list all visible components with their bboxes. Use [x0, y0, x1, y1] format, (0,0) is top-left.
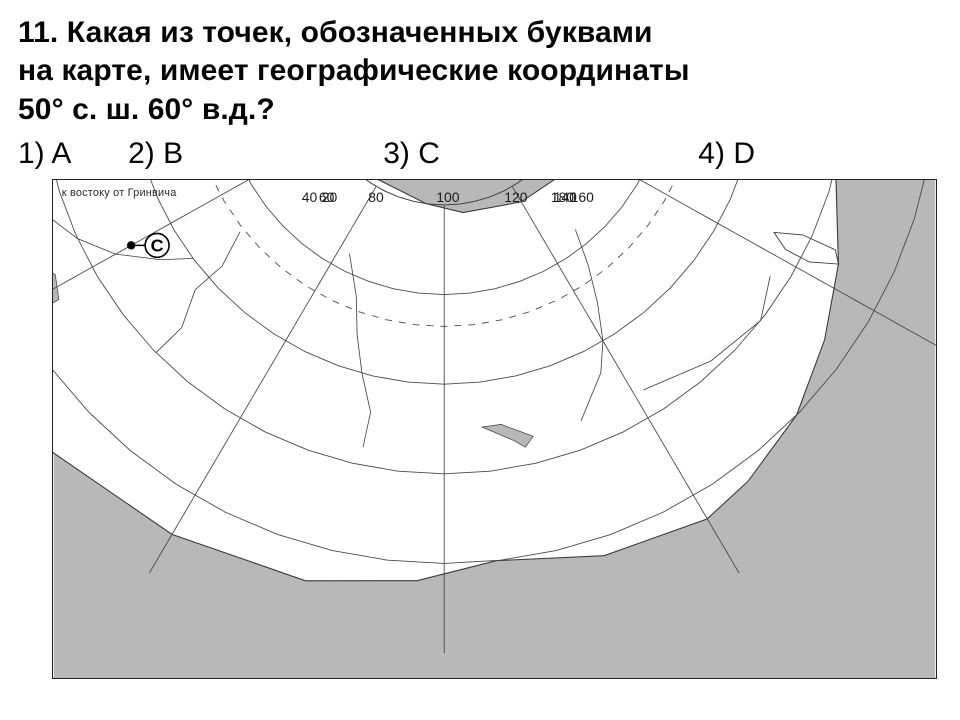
marker-c: C [151, 236, 164, 256]
option-1: 1) A [18, 137, 128, 171]
option-2: 2) B [128, 137, 383, 171]
option-3: 3) C [383, 137, 698, 171]
answer-options: 1) A 2) B 3) C 4) D [18, 137, 942, 171]
option-4: 4) D [698, 137, 755, 171]
svg-text:120: 120 [504, 189, 528, 205]
question-line-3: 50° с. ш. 60° в.д.? [18, 93, 275, 126]
question-line-1: Какая из точек, обозначенных буквами [67, 16, 653, 49]
map: к востоку от Гринвича2040608010012014016… [52, 179, 937, 679]
svg-text:160: 160 [571, 189, 595, 205]
svg-text:100: 100 [436, 189, 460, 205]
question-number: 11. [18, 16, 58, 49]
question-line-2: на карте, имеет географические координат… [18, 54, 690, 87]
map-svg: к востоку от Гринвича2040608010012014016… [53, 180, 936, 678]
svg-text:40: 40 [302, 189, 318, 205]
svg-text:60: 60 [319, 189, 335, 205]
svg-text:180: 180 [551, 189, 575, 205]
svg-text:к востоку от Гринвича: к востоку от Гринвича [62, 187, 177, 199]
svg-text:80: 80 [368, 189, 384, 205]
